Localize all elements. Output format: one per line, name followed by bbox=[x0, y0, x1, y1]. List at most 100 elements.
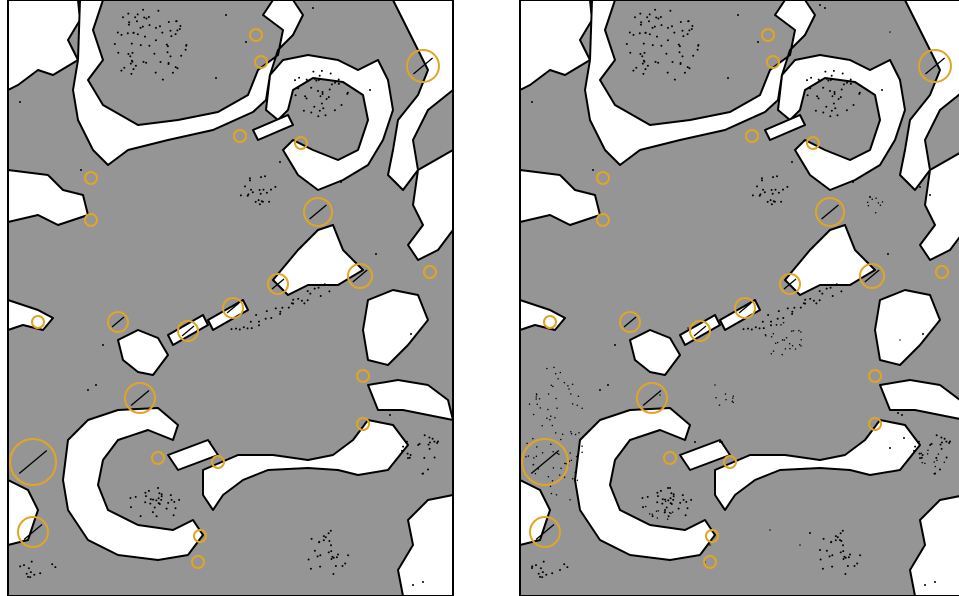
undefined bbox=[136, 33, 139, 36]
undefined bbox=[697, 44, 700, 47]
undefined bbox=[147, 489, 150, 492]
undefined bbox=[656, 517, 659, 519]
undefined bbox=[750, 328, 753, 331]
undefined bbox=[574, 471, 576, 474]
undefined bbox=[274, 307, 277, 310]
undefined bbox=[897, 412, 899, 414]
undefined bbox=[315, 79, 318, 82]
undefined bbox=[837, 98, 840, 100]
undefined bbox=[732, 395, 735, 397]
undefined bbox=[294, 94, 297, 97]
undefined bbox=[828, 555, 831, 558]
undefined bbox=[421, 472, 424, 475]
undefined bbox=[255, 314, 258, 316]
undefined bbox=[51, 563, 54, 566]
undefined bbox=[914, 445, 917, 448]
undefined bbox=[875, 197, 877, 199]
undefined bbox=[279, 310, 282, 313]
undefined bbox=[258, 324, 260, 327]
undefined bbox=[719, 441, 721, 443]
undefined bbox=[541, 571, 544, 574]
undefined bbox=[659, 394, 661, 396]
undefined bbox=[669, 487, 671, 489]
undefined bbox=[830, 541, 832, 544]
undefined bbox=[341, 565, 344, 567]
undefined bbox=[300, 299, 303, 302]
undefined bbox=[532, 463, 535, 466]
undefined bbox=[901, 164, 903, 166]
undefined bbox=[552, 467, 555, 469]
undefined bbox=[830, 74, 833, 77]
undefined bbox=[646, 495, 649, 498]
undefined bbox=[270, 188, 272, 191]
undefined bbox=[545, 573, 548, 576]
doorway-marker bbox=[222, 297, 244, 319]
undefined bbox=[871, 198, 873, 200]
undefined bbox=[405, 440, 408, 443]
undefined bbox=[525, 455, 527, 458]
undefined bbox=[327, 532, 330, 535]
undefined bbox=[251, 191, 254, 194]
undefined bbox=[686, 33, 689, 36]
undefined bbox=[874, 212, 877, 214]
undefined bbox=[775, 324, 778, 326]
undefined bbox=[541, 576, 544, 579]
undefined bbox=[639, 23, 642, 26]
undefined bbox=[185, 44, 188, 47]
undefined bbox=[836, 536, 839, 539]
undefined bbox=[318, 541, 320, 544]
undefined bbox=[264, 175, 266, 178]
undefined bbox=[831, 295, 834, 297]
undefined bbox=[152, 498, 155, 501]
undefined bbox=[644, 31, 647, 34]
undefined bbox=[644, 505, 647, 508]
undefined bbox=[672, 493, 675, 496]
doorway-marker bbox=[596, 213, 610, 227]
undefined bbox=[552, 451, 554, 453]
undefined bbox=[398, 454, 401, 457]
undefined bbox=[934, 581, 936, 583]
undefined bbox=[841, 72, 844, 75]
undefined bbox=[330, 558, 333, 560]
undefined bbox=[643, 51, 646, 54]
undefined bbox=[933, 472, 936, 475]
undefined bbox=[148, 44, 151, 47]
undefined bbox=[130, 42, 133, 45]
undefined bbox=[614, 344, 616, 346]
undefined bbox=[718, 404, 721, 406]
undefined bbox=[535, 455, 538, 457]
doorway-marker bbox=[211, 455, 225, 469]
undefined bbox=[921, 461, 924, 464]
undefined bbox=[330, 544, 332, 547]
undefined bbox=[27, 567, 30, 570]
undefined bbox=[866, 201, 869, 204]
undefined bbox=[260, 200, 263, 203]
undefined bbox=[791, 310, 794, 313]
undefined bbox=[157, 9, 160, 12]
undefined bbox=[948, 442, 951, 444]
doorway-marker bbox=[619, 311, 641, 333]
undefined bbox=[686, 66, 689, 69]
undefined bbox=[556, 452, 559, 455]
undefined bbox=[791, 161, 793, 163]
undefined bbox=[134, 64, 137, 67]
doorway-marker bbox=[294, 136, 308, 150]
undefined bbox=[688, 29, 691, 32]
undefined bbox=[818, 290, 821, 293]
undefined bbox=[257, 199, 260, 202]
undefined bbox=[566, 566, 569, 569]
doorway-marker bbox=[859, 263, 885, 289]
undefined bbox=[678, 51, 681, 54]
undefined bbox=[648, 33, 651, 36]
doorway-marker bbox=[406, 49, 440, 83]
doorway-line bbox=[642, 390, 662, 406]
undefined bbox=[270, 317, 273, 319]
undefined bbox=[19, 101, 21, 103]
undefined bbox=[682, 498, 685, 501]
undefined bbox=[143, 16, 146, 19]
undefined bbox=[666, 71, 669, 74]
undefined bbox=[682, 35, 685, 38]
undefined bbox=[641, 62, 644, 65]
undefined bbox=[559, 371, 562, 374]
